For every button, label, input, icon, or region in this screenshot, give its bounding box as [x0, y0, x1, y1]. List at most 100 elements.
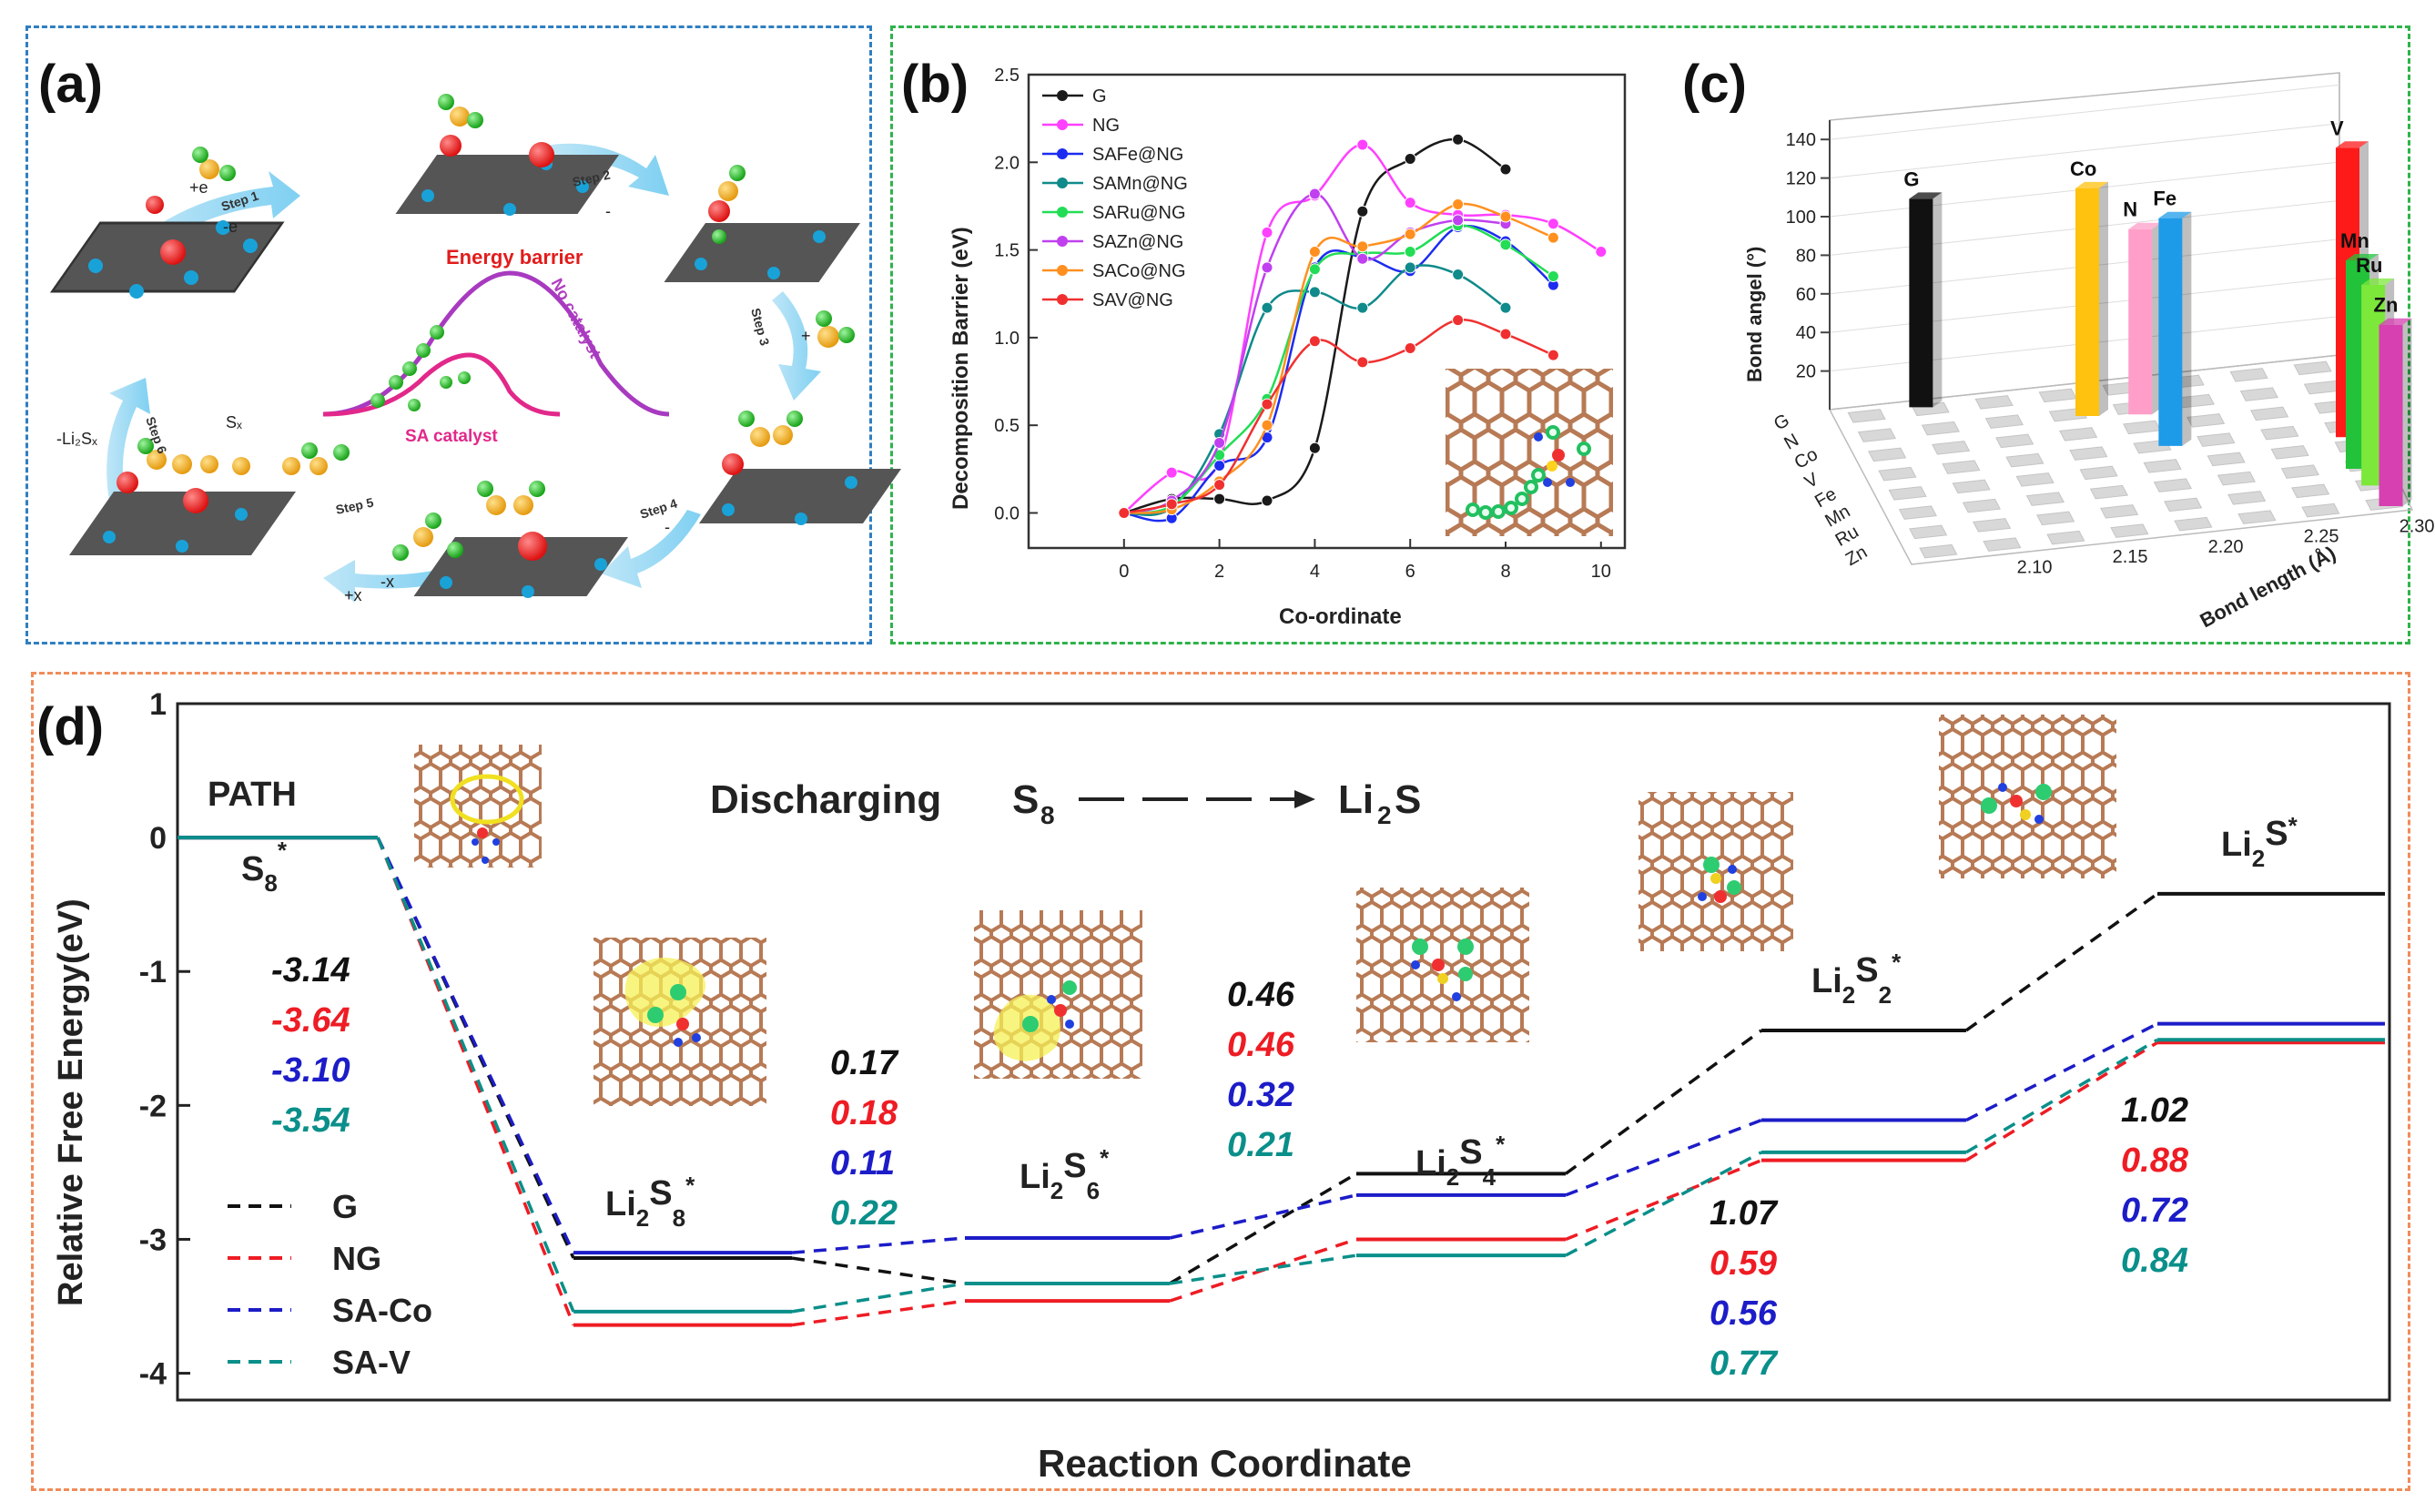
- panel-c-floor-tile: [2260, 425, 2299, 441]
- panel-c-category-label: V: [1801, 469, 1822, 492]
- step-5-label: Step 5: [334, 495, 375, 517]
- panel-c-bar-side: [2402, 318, 2412, 506]
- panel-c-gridline: [1829, 123, 2340, 179]
- panel-d-connector-SA-Co: [376, 837, 575, 1253]
- panel-b-legend-label: G: [1092, 86, 1107, 107]
- panel-d-ytick-label: -2: [139, 1089, 167, 1123]
- panel-b-legend-marker: [1057, 294, 1068, 305]
- panel-b-point: [1499, 238, 1512, 251]
- panel-d-state-label: Li2S8*: [605, 1172, 695, 1232]
- panel-d-ytick-label: 1: [149, 687, 167, 722]
- panel-c-floor-tile: [1942, 460, 1981, 474]
- panel-b-point: [1261, 301, 1273, 314]
- panel-d-chart: 1 0 -1 -2 -3 -4 S8* Li2S8* Li2S6* Li2S4* Li2S2* Li…: [52, 687, 2391, 1485]
- panel-c-floor-tile: [2186, 413, 2226, 428]
- panel-c-floor-tile: [1888, 486, 1927, 501]
- panel-d-connector-SA-Co: [1565, 1118, 1762, 1197]
- title-li2s-li: Li: [1338, 777, 1374, 822]
- panel-b-point: [1404, 152, 1416, 165]
- panel-c-bar-side: [2182, 211, 2192, 446]
- panel-c-floor-tile: [2046, 530, 2085, 545]
- panel-c-floor-tile: [1847, 409, 1886, 423]
- inset-li2s4: [1356, 888, 1529, 1042]
- panel-b-xtick-label: 4: [1310, 562, 1320, 582]
- panel-d-barrier-value: 0.59: [1710, 1244, 1777, 1283]
- minus-x-label: -x: [380, 573, 394, 591]
- panel-d-barrier-value: -3.14: [271, 951, 350, 989]
- panel-b-point: [1213, 459, 1226, 472]
- panel-c-floor-tile: [1919, 543, 1958, 559]
- sulfur-atoms: [147, 107, 839, 547]
- panel-d-state-label: Li2S2*: [1811, 949, 1902, 1009]
- panel-d-connector-G: [791, 1256, 966, 1285]
- panel-b-legend-label: SAV@NG: [1092, 290, 1173, 310]
- panel-b-point: [1452, 198, 1465, 211]
- panel-b-point: [1356, 301, 1369, 314]
- panel-d-barrier-value: 0.77: [1710, 1345, 1779, 1383]
- panel-b-legend-marker: [1057, 178, 1068, 188]
- panel-c-bar-Fe: [2158, 218, 2183, 446]
- panel-d-xlabel: Reaction Coordinate: [1038, 1442, 1412, 1485]
- panel-d-path-label: PATH: [208, 776, 297, 814]
- panel-b-point: [1213, 436, 1226, 449]
- panel-d-legend: G NG SA-Co SA-V: [228, 1188, 432, 1381]
- panel-c-floor-tile: [2227, 491, 2267, 505]
- panel-c-z-ticks: 20 40 60 80 100 120 140: [1786, 130, 1830, 382]
- panel-b-point: [1452, 314, 1465, 327]
- panel-d-ylabel: Relative Free Energy(eV): [52, 898, 90, 1306]
- panel-c-floor-tile: [2293, 360, 2332, 376]
- panel-c-floor-tile: [2100, 504, 2139, 519]
- panel-b-xtick-label: 10: [1591, 562, 1611, 582]
- panel-b-point: [1404, 341, 1416, 354]
- li2sx-label: -Li₂Sₓ: [56, 430, 97, 448]
- inset-li2s6: [974, 910, 1142, 1079]
- panel-b-legend-marker: [1057, 236, 1068, 247]
- panel-c-ztick-label: 80: [1796, 246, 1816, 266]
- panel-c-bar-top: [2075, 181, 2108, 188]
- panel-c-bar-N: [2128, 228, 2153, 415]
- panel-b-series-line-7: [1123, 319, 1554, 514]
- panel-c-bond-length-label: 2.25: [2304, 527, 2339, 547]
- panel-c-floor-tile: [2110, 523, 2149, 538]
- panel-b-point: [1261, 398, 1273, 411]
- panel-b-series-line-6: [1123, 202, 1554, 514]
- panel-b-point: [1404, 261, 1416, 274]
- panel-a-frame: [25, 25, 872, 644]
- panel-b-point: [1404, 246, 1416, 259]
- panel-d-state-label: Li2S6*: [1020, 1144, 1110, 1204]
- panel-b-ytick-label: 0.0: [994, 503, 1020, 523]
- panel-d-barrier-value: 1.02: [2121, 1091, 2188, 1130]
- plus-x-label: +x: [344, 586, 362, 604]
- panel-b-point: [1165, 498, 1178, 511]
- panel-d-connector-G: [1169, 1172, 1357, 1285]
- graphene-sheets: [49, 155, 901, 596]
- panel-b-chart: 0 2 4 6 8 10 0.0 0.5 1.0 1.5 2.0 2.5 G NG SAFe@NG SAMn…: [949, 66, 1627, 629]
- panel-c-bar-label: Fe: [2153, 188, 2176, 210]
- panel-b-point: [1499, 328, 1512, 340]
- panel-d-ytick-label: 0: [149, 821, 167, 856]
- inset-s8: [414, 745, 542, 868]
- panel-c-bond-length-label: 2.20: [2208, 537, 2244, 557]
- panel-c-bar-side: [1933, 192, 1943, 408]
- panel-b-point: [1547, 218, 1559, 230]
- red-atoms: [117, 135, 744, 561]
- panel-d-state-label: Li2S4*: [1415, 1131, 1506, 1191]
- panel-b-point: [1452, 269, 1465, 281]
- panel-b-legend-label: SARu@NG: [1092, 203, 1186, 223]
- panel-d-legend-label: NG: [332, 1240, 381, 1277]
- panel-c-bar-label: Co: [2070, 157, 2096, 180]
- panel-c-floor-tile: [2059, 427, 2098, 441]
- barrier-li-dots: [370, 325, 471, 411]
- panel-b-point: [1499, 301, 1512, 314]
- panel-c-floor-tile: [2005, 452, 2044, 468]
- panel-d-connector-SA-V: [1965, 1038, 2158, 1154]
- panel-b-point: [1356, 138, 1369, 151]
- panel-c-ztick-label: 20: [1796, 362, 1816, 382]
- panel-b-ytick-label: 2.0: [994, 153, 1020, 173]
- panel-b-legend-label: SACo@NG: [1092, 261, 1186, 281]
- panel-c-floor-tile: [2015, 472, 2055, 487]
- nitrogen-dots: [88, 157, 857, 598]
